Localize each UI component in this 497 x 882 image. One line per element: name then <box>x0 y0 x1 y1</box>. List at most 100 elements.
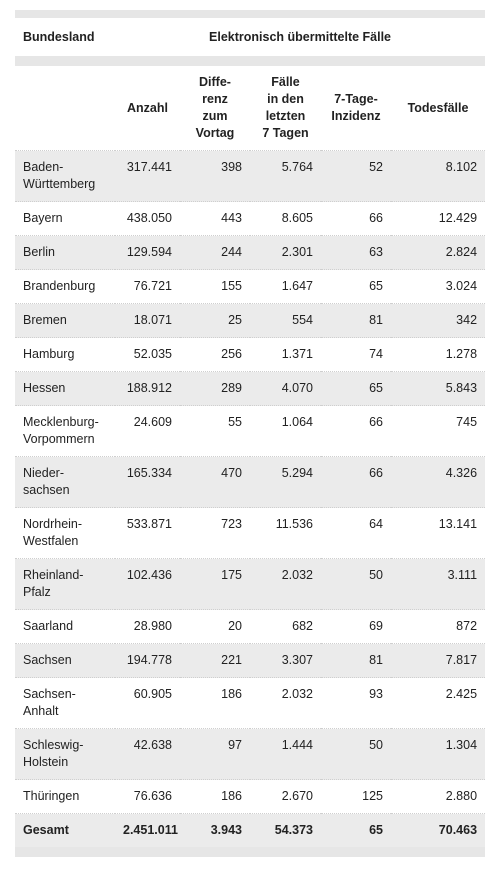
cell: 65 <box>321 269 391 304</box>
cell: 52 <box>321 150 391 202</box>
table-container: Bundesland Elektronisch übermittelte Fäl… <box>15 10 486 857</box>
cell: 155 <box>180 269 250 304</box>
cell: 63 <box>321 235 391 270</box>
cell: 54.373 <box>250 813 321 847</box>
cell: 317.441 <box>115 150 180 202</box>
table-body: Baden- Württemberg 317.441 398 5.764 52 8.102… <box>15 150 486 847</box>
cell: 188.912 <box>115 371 180 406</box>
cell: 52.035 <box>115 337 180 372</box>
table-row: Nordrhein- Westfalen 533.871 723 11.536 64 13… <box>15 507 486 559</box>
header-cell: Anzahl <box>127 100 168 115</box>
cell: 65 <box>321 371 391 406</box>
cell: 93 <box>321 677 391 729</box>
cell: 554 <box>250 303 321 338</box>
cell: 5.843 <box>391 371 486 406</box>
cell: 470 <box>180 456 250 508</box>
cell: 2.670 <box>250 779 321 814</box>
row-label: Nordrhein- Westfalen <box>15 507 115 559</box>
cell: 25 <box>180 303 250 338</box>
header-cell: Fälle in den letzten 7 Tagen <box>262 75 309 140</box>
row-label: Berlin <box>15 235 115 270</box>
header-cell: Bundesland <box>23 30 95 44</box>
cell: 60.905 <box>115 677 180 729</box>
cell: 2.824 <box>391 235 486 270</box>
cell: 97 <box>180 728 250 780</box>
cell: 438.050 <box>115 201 180 236</box>
cell: 28.980 <box>115 609 180 644</box>
cell: 244 <box>180 235 250 270</box>
cell: 76.636 <box>115 779 180 814</box>
cell: 125 <box>321 779 391 814</box>
row-label: Hessen <box>15 371 115 406</box>
cell: 50 <box>321 558 391 610</box>
cell: 2.880 <box>391 779 486 814</box>
table-row: Gesamt 2.451.011 3.943 54.373 65 70.463 <box>15 813 486 847</box>
cell: 4.326 <box>391 456 486 508</box>
header-cell: Diffe- renz zum Vortag <box>195 75 235 140</box>
cell: 8.102 <box>391 150 486 202</box>
cell: 1.647 <box>250 269 321 304</box>
cell: 723 <box>180 507 250 559</box>
cell: 65 <box>321 813 391 847</box>
cell: 81 <box>321 303 391 338</box>
column-header-row: Anzahl Diffe- renz zum Vortag Fälle in den… <box>15 66 485 151</box>
row-label: Hamburg <box>15 337 115 372</box>
cell: 221 <box>180 643 250 678</box>
cell: 70.463 <box>391 813 486 847</box>
header-cell: Elektronisch übermittelte Fälle <box>209 30 392 44</box>
group-header-row: Bundesland Elektronisch übermittelte Fäl… <box>15 18 485 56</box>
cell: 81 <box>321 643 391 678</box>
cell: 1.064 <box>250 405 321 457</box>
row-label: Sachsen- Anhalt <box>15 677 115 729</box>
cell: 342 <box>391 303 486 338</box>
cell: 50 <box>321 728 391 780</box>
cell: 1.278 <box>391 337 486 372</box>
table-row: Thüringen 76.636 186 2.670 125 2.880 <box>15 779 486 814</box>
row-label: Bayern <box>15 201 115 236</box>
table-row: Baden- Württemberg 317.441 398 5.764 52 8.102 <box>15 150 486 202</box>
cell: 74 <box>321 337 391 372</box>
row-label: Schleswig- Holstein <box>15 728 115 780</box>
row-label: Bremen <box>15 303 115 338</box>
cell: 2.301 <box>250 235 321 270</box>
cell: 18.071 <box>115 303 180 338</box>
cell: 76.721 <box>115 269 180 304</box>
table-row: Rheinland- Pfalz 102.436 175 2.032 50 3.111 <box>15 558 486 610</box>
table-row: Saarland 28.980 20 682 69 872 <box>15 609 486 644</box>
cell: 3.024 <box>391 269 486 304</box>
table-row: Hamburg 52.035 256 1.371 74 1.278 <box>15 337 486 372</box>
cell: 12.429 <box>391 201 486 236</box>
cell: 533.871 <box>115 507 180 559</box>
cell: 5.764 <box>250 150 321 202</box>
row-label: Brandenburg <box>15 269 115 304</box>
cell: 8.605 <box>250 201 321 236</box>
row-label: Thüringen <box>15 779 115 814</box>
row-label: Gesamt <box>15 813 115 847</box>
cell: 175 <box>180 558 250 610</box>
cell: 42.638 <box>115 728 180 780</box>
data-table: Bundesland Elektronisch übermittelte Fäl… <box>15 18 486 847</box>
table-row: Brandenburg 76.721 155 1.647 65 3.024 <box>15 269 486 304</box>
cell: 256 <box>180 337 250 372</box>
cell: 129.594 <box>115 235 180 270</box>
top-band <box>15 10 485 18</box>
table-row: Bayern 438.050 443 8.605 66 12.429 <box>15 201 486 236</box>
row-label: Baden- Württemberg <box>15 150 115 202</box>
cell: 1.371 <box>250 337 321 372</box>
cell: 66 <box>321 405 391 457</box>
header-cell <box>15 66 115 151</box>
cell: 165.334 <box>115 456 180 508</box>
cell: 69 <box>321 609 391 644</box>
cell: 186 <box>180 779 250 814</box>
table-row: Sachsen 194.778 221 3.307 81 7.817 <box>15 643 486 678</box>
cell: 1.304 <box>391 728 486 780</box>
cell: 102.436 <box>115 558 180 610</box>
row-label: Nieder- sachsen <box>15 456 115 508</box>
cell: 289 <box>180 371 250 406</box>
cell: 55 <box>180 405 250 457</box>
row-label: Sachsen <box>15 643 115 678</box>
cell: 3.307 <box>250 643 321 678</box>
cell: 194.778 <box>115 643 180 678</box>
cell: 443 <box>180 201 250 236</box>
